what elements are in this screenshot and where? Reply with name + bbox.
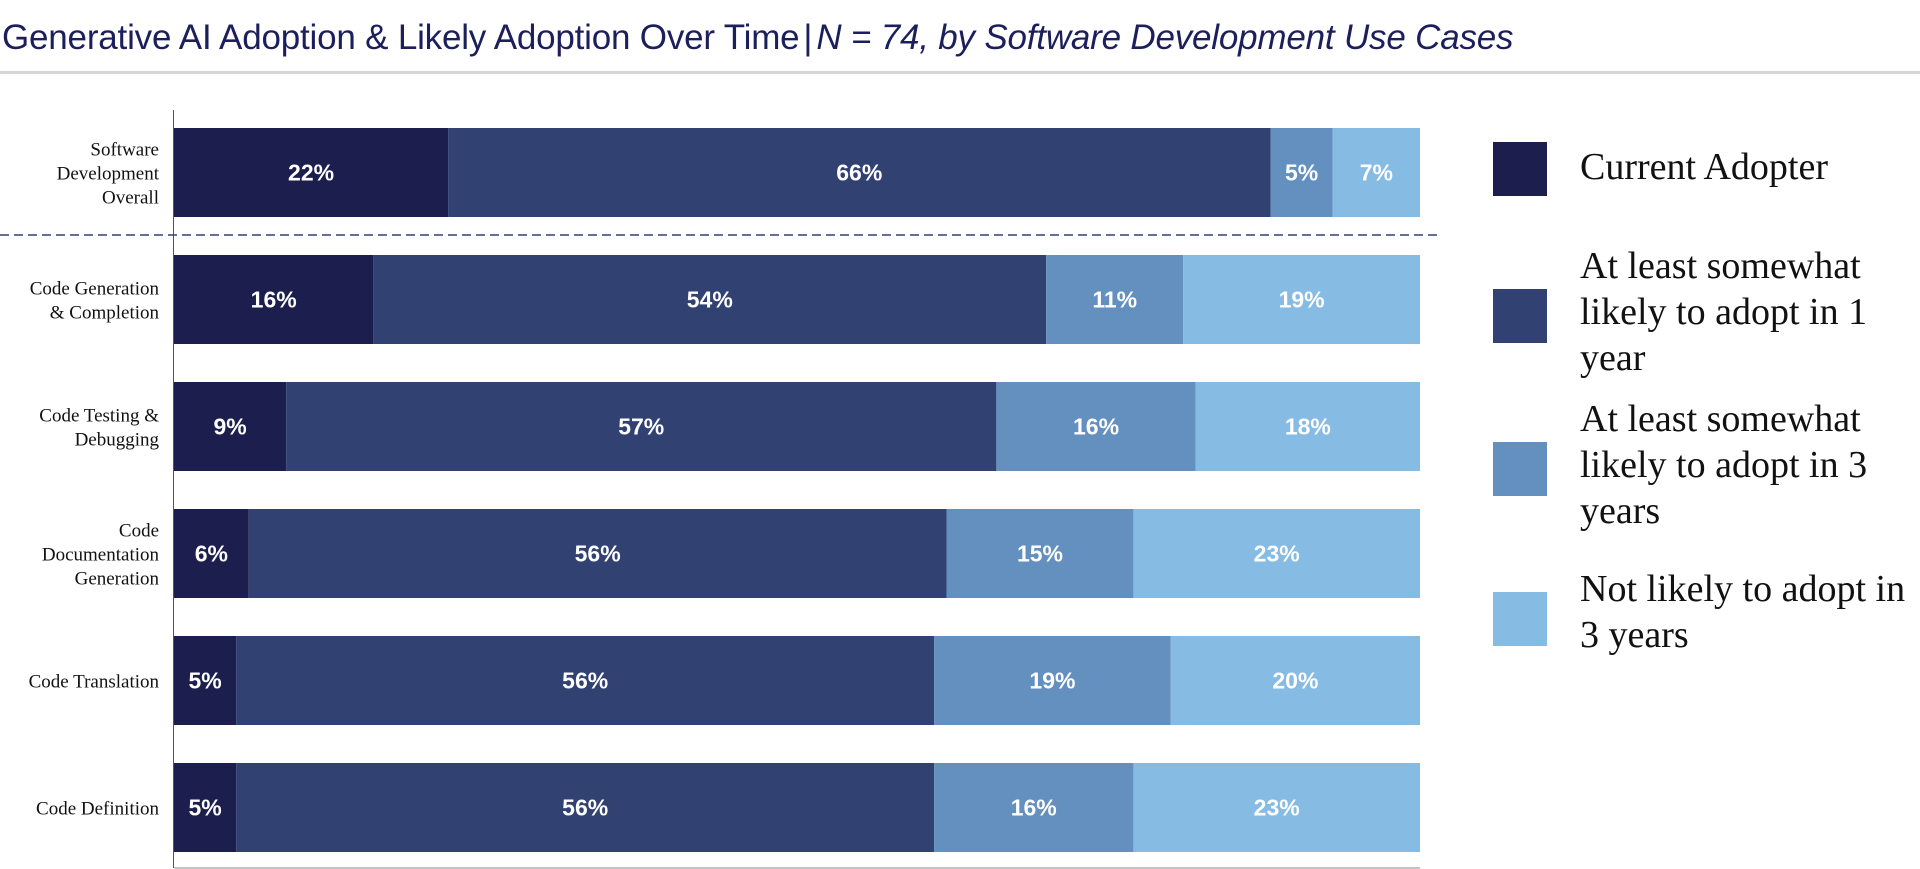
data-label: 19% [1279,287,1325,313]
data-label: 6% [195,541,228,567]
data-label: 56% [562,668,608,694]
legend-label-adopt-3-years: At least somewhat likely to adopt in 3 y… [1580,398,1868,532]
data-label: 19% [1029,668,1075,694]
category-label-line: Software [90,140,159,161]
data-label: 57% [618,414,664,440]
legend-swatch-not-likely [1493,592,1547,646]
category-label-line: Development [57,164,160,185]
category-label: Software Development Overall [57,140,160,209]
chart-title-main: Generative AI Adoption & Likely Adoption… [2,18,800,57]
title-separator: | [803,18,813,57]
category-label-line: Generation [75,569,160,590]
bar-segment [448,128,1271,217]
category-label: Code Generation & Completion [30,279,160,324]
bar-segment [236,763,935,852]
legend-swatch-current-adopter [1493,142,1547,196]
data-label: 11% [1092,287,1137,313]
data-label: 66% [836,160,882,186]
data-label: 56% [575,541,621,567]
data-label: 7% [1360,160,1393,186]
data-label: 5% [189,668,222,694]
title-bar: Generative AI Adoption & Likely Adoption… [0,14,1920,74]
category-label-line: Code Generation [30,279,160,300]
legend-label-current-adopter: Current Adopter [1580,146,1829,188]
bar-segment [1046,255,1184,344]
bar-segment [1133,763,1420,852]
category-label-line: Code Testing & [39,406,159,427]
category-label-line: Code [119,521,159,542]
data-label: 16% [1073,414,1119,440]
data-label: 56% [562,795,608,821]
bar-segment [174,509,249,598]
title-rule [0,71,1920,74]
category-label: Code Documentation Generation [42,521,160,590]
bar-segment [946,509,1134,598]
bar-segment [1183,255,1420,344]
data-label: 5% [189,795,222,821]
data-label: 16% [1011,795,1057,821]
bar-segment [1270,128,1333,217]
data-label: 22% [288,160,334,186]
bar-segment [1195,382,1420,471]
category-label-line: Code Definition [36,799,159,820]
category-label-line: Code Translation [29,672,160,693]
legend-label-adopt-1-year: At least somewhat likely to adopt in 1 y… [1580,245,1868,379]
data-label: 18% [1285,414,1331,440]
data-label: 20% [1272,668,1318,694]
legend-swatch-adopt-3-years [1493,442,1547,496]
data-label: 16% [251,287,297,313]
chart-subtitle: N = 74, by Software Development Use Case… [816,18,1514,57]
bar-segment [236,636,935,725]
category-label: Code Testing & Debugging [39,406,159,451]
data-label: 9% [213,414,246,440]
bar-segment [934,763,1134,852]
bar-segment [934,636,1171,725]
bar-segment [373,255,1047,344]
category-label-line: Documentation [42,545,160,566]
category-label: Code Translation [29,672,160,693]
category-label-line: & Completion [50,303,160,324]
bar-segment [1170,636,1420,725]
data-label: 5% [1285,160,1318,186]
category-label-line: Overall [102,188,159,209]
bar-segment [1133,509,1420,598]
bar-segment [174,636,237,725]
data-label: 15% [1017,541,1063,567]
bar-segment [996,382,1196,471]
bar-segment [286,382,997,471]
legend-label-not-likely: Not likely to adopt in 3 years [1580,568,1906,656]
data-label: 23% [1254,795,1300,821]
bar-segment [174,763,237,852]
bar-segment [174,128,449,217]
legend-swatch-adopt-1-year [1493,289,1547,343]
bar-segment [174,255,374,344]
bar-segment [174,382,287,471]
stacked-bar-chart: 22% 66% 5% 7% Software Development Overall 16% 5… [0,110,1438,869]
category-label-line: Debugging [75,430,160,451]
data-label: 54% [687,287,733,313]
category-label: Code Definition [36,799,159,820]
bar-segment [1332,128,1420,217]
data-label: 23% [1254,541,1300,567]
bar-segment [248,509,947,598]
chart-title: Generative AI Adoption & Likely Adoption… [2,18,1514,58]
